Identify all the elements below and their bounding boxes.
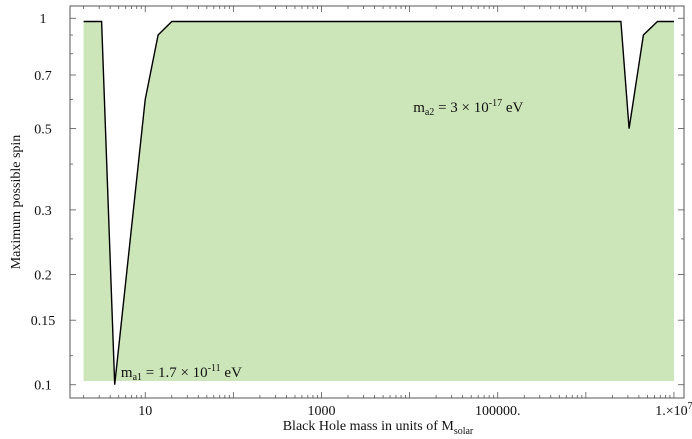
annotation-ma2-sub: a2 [425, 107, 434, 118]
annotation-ma2: ma2 = 3 × 10-17 eV [413, 98, 523, 118]
y-tick-label: 1 [40, 12, 47, 27]
x-tick-label: 100000. [475, 404, 521, 419]
annotation-ma1-text: = 1.7 × 10 [142, 365, 208, 381]
x-tick-label-text: 10 [138, 404, 152, 419]
x-tick-label: 1.×107 [655, 401, 692, 419]
y-tick-label: 0.7 [34, 69, 52, 84]
y-tick-label: 0.5 [34, 123, 52, 138]
x-tick-label: 10 [138, 404, 152, 419]
area-layer [83, 20, 675, 385]
x-tick-label-sup: 7 [688, 401, 692, 412]
ticks-layer [70, 6, 684, 398]
x-axis-label-sub: solar [454, 426, 474, 437]
labels-layer: 10 1000 100000. 1.×107 1 0.7 0.5 0.3 0.2 0.15 0.1 [31, 12, 692, 419]
x-tick-label-text: 1000 [307, 404, 335, 419]
annotation-ma1-sup: -11 [208, 363, 221, 374]
annotation-ma1-unit: eV [221, 365, 242, 381]
annotation-ma1-base: m [121, 365, 133, 381]
y-axis-label: Maximum possible spin [9, 135, 24, 270]
x-axis-label: Black Hole mass in units of Msolar [283, 419, 474, 437]
x-tick-label-text: 100000. [475, 404, 521, 419]
y-tick-label: 0.3 [34, 204, 52, 219]
annotation-ma1-sub: a1 [133, 372, 142, 383]
series-line-0 [83, 20, 674, 385]
y-tick-label: 0.1 [34, 379, 52, 394]
y-tick-label: 0.15 [31, 314, 56, 329]
annotation-ma2-unit: eV [502, 100, 523, 116]
plot-frame [69, 5, 685, 399]
x-tick-label-text: 1.×10 [655, 404, 687, 419]
x-tick-label: 1000 [307, 404, 335, 419]
annotation-ma2-base: m [413, 100, 425, 116]
series-area-fill-0 [83, 21, 675, 385]
annotation-ma2-sup: -17 [489, 98, 502, 109]
annotation-ma2-text: = 3 × 10 [434, 100, 488, 116]
annotation-ma1: ma1 = 1.7 × 10-11 eV [121, 363, 242, 383]
y-tick-label: 0.2 [34, 268, 52, 283]
x-axis-label-main: Black Hole mass in units of M [283, 419, 455, 434]
